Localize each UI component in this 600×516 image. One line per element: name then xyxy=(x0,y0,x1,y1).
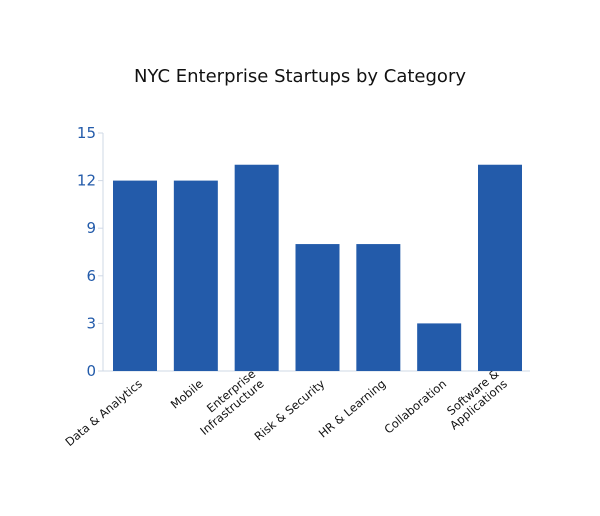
y-tick-label: 15 xyxy=(77,124,96,142)
x-tick-label: Data & Analytics xyxy=(62,377,145,449)
bar xyxy=(295,244,340,371)
bar xyxy=(356,244,401,371)
bar xyxy=(113,180,157,371)
bar xyxy=(234,164,279,371)
y-tick-label: 6 xyxy=(86,267,96,285)
x-tick-label: Mobile xyxy=(168,377,206,412)
x-tick-label-line: Mobile xyxy=(168,377,206,412)
y-axis-ticks: 0 3 6 9 12 15 xyxy=(77,124,103,380)
bars xyxy=(113,164,522,371)
x-axis-labels: Data & Analytics MobileEnterpriseInfrastr… xyxy=(62,367,510,449)
x-tick-label: HR & Learning xyxy=(316,377,388,441)
bar xyxy=(173,180,218,371)
x-tick-label: Software &Applications xyxy=(439,367,510,433)
x-tick-label-line: HR & Learning xyxy=(316,377,388,441)
x-tick-label-line: Collaboration xyxy=(381,377,449,437)
x-tick-label-line: Data & Analytics xyxy=(62,377,145,449)
bar xyxy=(478,164,522,371)
bar xyxy=(417,323,462,371)
x-tick-label: EnterpriseInfrastructure xyxy=(189,367,267,438)
y-tick-label: 12 xyxy=(77,172,96,190)
chart-title: NYC Enterprise Startups by Category xyxy=(133,66,466,87)
y-tick-label: 0 xyxy=(86,362,96,380)
y-tick-label: 9 xyxy=(86,219,96,237)
x-tick-label: Collaboration xyxy=(381,377,449,437)
y-tick-label: 3 xyxy=(86,314,96,332)
